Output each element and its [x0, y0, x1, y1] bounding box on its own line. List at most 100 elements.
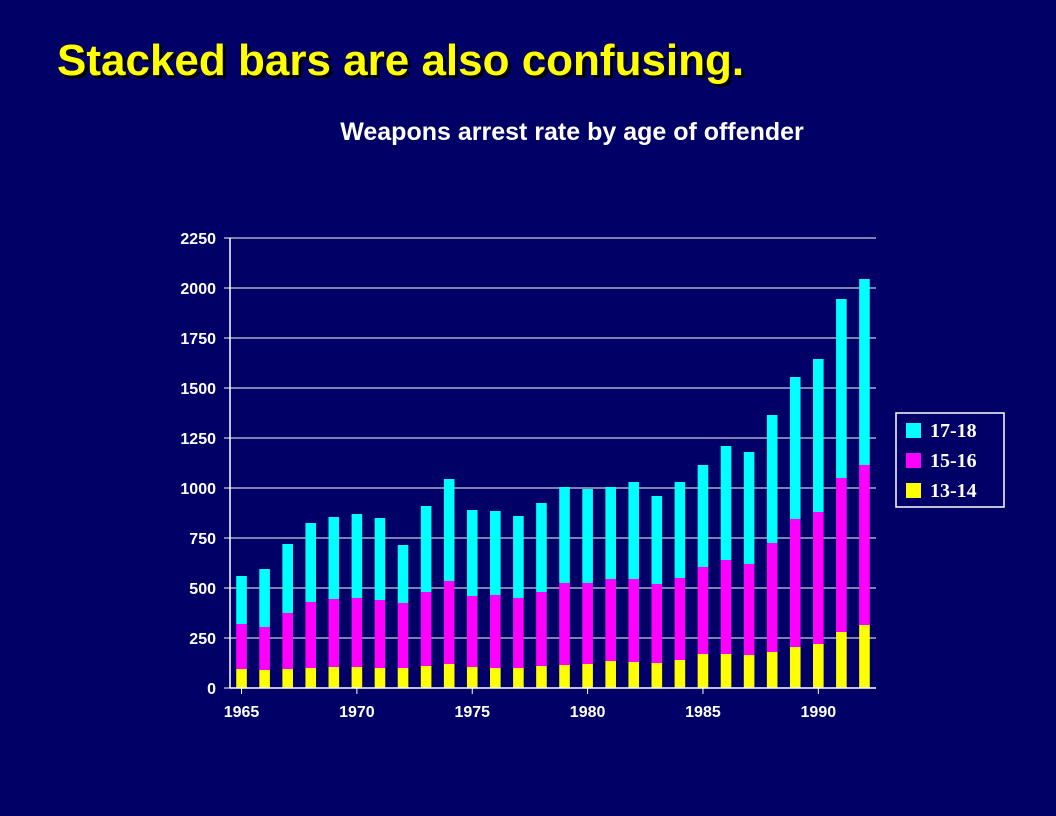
bar-15-16-1977 — [513, 598, 524, 668]
bars — [236, 279, 870, 688]
bar-15-16-1969 — [328, 599, 340, 667]
bar-13-14-1990 — [813, 644, 824, 688]
bar-17-18-1989 — [789, 377, 801, 519]
bar-17-18-1967 — [282, 544, 293, 613]
bar-13-14-1978 — [536, 666, 547, 688]
bar-13-14-1991 — [836, 632, 847, 688]
bar-13-14-1987 — [743, 655, 755, 688]
bar-13-14-1975 — [466, 667, 478, 688]
bar-13-14-1981 — [605, 661, 616, 688]
bar-17-18-1988 — [766, 415, 778, 543]
y-tick-label: 250 — [189, 631, 216, 648]
bar-17-18-1980 — [582, 489, 593, 583]
bar-17-18-1982 — [628, 482, 640, 579]
bar-17-18-1987 — [743, 452, 755, 564]
bar-13-14-1972 — [397, 668, 409, 688]
bar-15-16-1989 — [789, 519, 801, 647]
x-tick-label: 1975 — [454, 704, 490, 721]
bar-13-14-1973 — [420, 666, 432, 688]
legend-swatch-17-18 — [906, 423, 921, 438]
legend-label-13-14: 13-14 — [930, 480, 977, 502]
bar-13-14-1969 — [328, 667, 340, 688]
y-tick-label: 1500 — [180, 381, 216, 398]
bar-13-14-1984 — [674, 660, 686, 688]
bar-17-18-1969 — [328, 517, 340, 599]
bar-15-16-1983 — [651, 584, 663, 663]
bar-17-18-1983 — [651, 496, 663, 584]
legend-label-15-16: 15-16 — [930, 450, 977, 472]
y-tick-label: 2000 — [180, 281, 216, 298]
bar-17-18-1991 — [836, 299, 847, 478]
bar-17-18-1972 — [397, 545, 409, 603]
bar-15-16-1974 — [443, 581, 455, 664]
bar-13-14-1971 — [374, 668, 386, 688]
y-tick-label: 2250 — [180, 231, 216, 248]
bar-13-14-1980 — [582, 664, 593, 688]
bar-13-14-1968 — [305, 668, 317, 688]
gridlines — [230, 237, 876, 639]
bar-13-14-1982 — [628, 662, 640, 688]
bar-15-16-1966 — [259, 627, 270, 670]
bar-17-18-1981 — [605, 487, 616, 579]
bar-17-18-1985 — [697, 465, 709, 567]
x-tick-label: 1990 — [801, 704, 837, 721]
bar-15-16-1984 — [674, 578, 686, 660]
bar-17-18-1973 — [420, 506, 432, 592]
bar-13-14-1986 — [720, 654, 732, 688]
bar-15-16-1980 — [582, 583, 593, 664]
bar-15-16-1976 — [490, 595, 501, 668]
legend-swatch-13-14 — [906, 483, 921, 498]
x-tick-label: 1965 — [224, 704, 260, 721]
bar-15-16-1970 — [351, 598, 363, 667]
x-tick-label: 1970 — [339, 704, 375, 721]
bar-15-16-1985 — [697, 567, 709, 654]
y-tick-label: 1750 — [180, 331, 216, 348]
x-tick-label: 1985 — [685, 704, 721, 721]
bar-15-16-1972 — [397, 603, 409, 668]
bar-15-16-1986 — [720, 560, 732, 654]
bar-13-14-1974 — [443, 664, 455, 688]
bar-13-14-1983 — [651, 663, 663, 688]
bar-17-18-1966 — [259, 569, 270, 627]
bar-15-16-1990 — [813, 512, 824, 644]
bar-15-16-1981 — [605, 579, 616, 661]
bar-15-16-1991 — [836, 478, 847, 632]
y-tick-label: 1000 — [180, 481, 216, 498]
x-tick-label: 1980 — [570, 704, 606, 721]
legend-label-17-18: 17-18 — [930, 420, 977, 442]
bar-15-16-1987 — [743, 564, 755, 655]
bar-17-18-1990 — [813, 359, 824, 512]
bar-15-16-1973 — [420, 592, 432, 666]
bar-15-16-1978 — [536, 592, 547, 666]
bar-13-14-1977 — [513, 668, 524, 688]
bar-15-16-1968 — [305, 602, 317, 668]
bar-17-18-1977 — [513, 516, 524, 598]
y-tick-label: 750 — [189, 531, 216, 548]
bar-15-16-1979 — [559, 583, 570, 665]
bar-13-14-1979 — [559, 665, 570, 688]
bar-13-14-1988 — [766, 652, 778, 688]
bar-13-14-1965 — [236, 669, 247, 688]
bar-17-18-1979 — [559, 487, 570, 583]
legend: 17-18 15-16 13-14 — [895, 412, 1005, 508]
bar-17-18-1970 — [351, 514, 363, 598]
legend-swatch-15-16 — [906, 453, 921, 468]
bar-15-16-1992 — [859, 465, 870, 625]
bar-13-14-1992 — [859, 625, 870, 688]
bar-15-16-1971 — [374, 600, 386, 668]
y-tick-label: 500 — [189, 581, 216, 598]
bar-15-16-1965 — [236, 624, 247, 669]
bar-15-16-1967 — [282, 613, 293, 669]
slide-title: Stacked bars are also confusing. — [57, 36, 745, 85]
chart-title: Weapons arrest rate by age of offender — [340, 118, 804, 146]
axes: 0 250 500 750 1000 1250 1500 1750 2000 2250 1965 19… — [180, 231, 876, 721]
bar-17-18-1971 — [374, 518, 386, 600]
y-tick-label: 1250 — [180, 431, 216, 448]
bar-13-14-1989 — [789, 647, 801, 688]
bar-15-16-1975 — [466, 596, 478, 667]
bar-15-16-1982 — [628, 579, 640, 662]
bar-17-18-1978 — [536, 503, 547, 592]
bar-17-18-1984 — [674, 482, 686, 578]
bar-13-14-1967 — [282, 669, 293, 688]
